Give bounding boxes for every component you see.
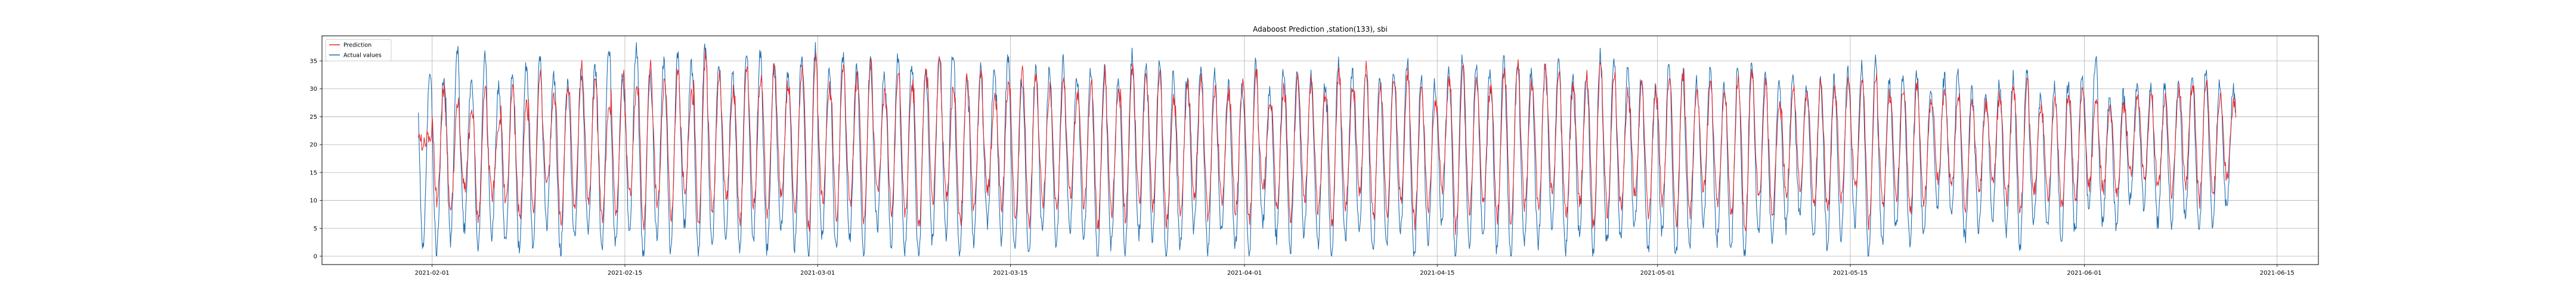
- series-prediction-line: [418, 50, 2237, 235]
- plot-frame: [321, 35, 2319, 265]
- x-tick-label: 2021-02-01: [415, 270, 450, 277]
- axes: 0 5 10 15 20 25 30 35 2021-02-01 2021-02-15 2021-0…: [309, 59, 2295, 277]
- x-tick-label: 2021-03-15: [993, 270, 1027, 277]
- x-tick-label: 2021-06-01: [2067, 270, 2101, 277]
- x-tick-label: 2021-03-01: [800, 270, 835, 277]
- y-tick-label: 5: [314, 226, 317, 232]
- y-tick-label: 10: [309, 198, 317, 204]
- chart-title: Adaboost Prediction ,station(133), sbi: [1253, 25, 1388, 33]
- x-tick-label: 2021-06-15: [2260, 270, 2295, 277]
- y-tick-label: 15: [309, 170, 317, 176]
- legend-box: [325, 39, 392, 62]
- y-tick-label: 25: [309, 114, 317, 121]
- x-tick-label: 2021-04-01: [1227, 270, 1262, 277]
- legend-label-prediction: Prediction: [343, 42, 371, 49]
- y-tick-label: 20: [309, 142, 317, 149]
- legend: Prediction Actual values: [325, 39, 392, 62]
- legend-label-actual-values: Actual values: [343, 53, 382, 59]
- x-tick-label: 2021-05-01: [1640, 270, 1675, 277]
- series-layer: [418, 42, 2237, 257]
- x-tick-label: 2021-02-15: [608, 270, 642, 277]
- y-tick-label: 30: [309, 86, 317, 93]
- y-tick-label: 0: [314, 253, 317, 260]
- x-tick-label: 2021-05-15: [1833, 270, 1868, 277]
- x-tick-label: 2021-04-15: [1420, 270, 1454, 277]
- y-tick-label: 35: [309, 59, 317, 65]
